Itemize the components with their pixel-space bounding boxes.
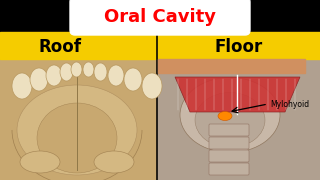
Ellipse shape (30, 68, 48, 91)
Bar (0, 59, 155, 180)
Ellipse shape (195, 93, 265, 147)
Ellipse shape (60, 63, 73, 81)
Ellipse shape (218, 111, 232, 120)
Ellipse shape (71, 62, 82, 77)
Bar (158, 59, 305, 73)
Ellipse shape (94, 63, 107, 81)
Text: Roof: Roof (38, 38, 82, 56)
Ellipse shape (180, 78, 280, 152)
Ellipse shape (17, 85, 137, 175)
Text: Floor: Floor (215, 38, 263, 56)
FancyBboxPatch shape (209, 163, 249, 175)
FancyBboxPatch shape (70, 0, 250, 35)
Ellipse shape (46, 65, 62, 86)
Ellipse shape (108, 65, 124, 86)
FancyBboxPatch shape (209, 137, 249, 149)
Ellipse shape (142, 73, 162, 99)
Ellipse shape (124, 68, 142, 91)
Ellipse shape (94, 151, 134, 173)
FancyBboxPatch shape (209, 124, 249, 136)
Ellipse shape (20, 151, 60, 173)
Ellipse shape (12, 73, 32, 99)
Text: Mylohyoid: Mylohyoid (270, 100, 309, 109)
Bar (305, 59, 320, 180)
Bar (158, 59, 320, 180)
Polygon shape (175, 77, 300, 112)
Text: Oral Cavity: Oral Cavity (104, 8, 216, 26)
Ellipse shape (83, 62, 94, 77)
Bar (158, 32, 320, 59)
Ellipse shape (37, 103, 117, 173)
FancyBboxPatch shape (209, 150, 249, 162)
Bar (0, 32, 155, 59)
